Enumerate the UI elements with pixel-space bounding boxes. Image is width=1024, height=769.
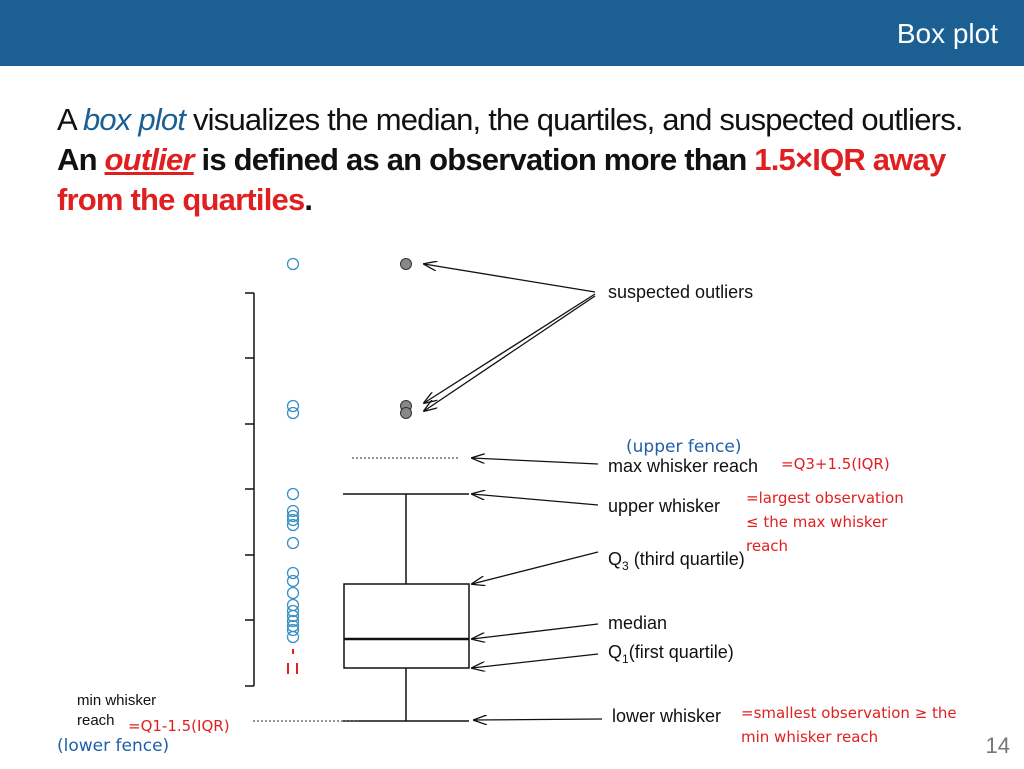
dot-point <box>286 630 300 644</box>
header-bar: Box plot <box>0 0 1024 66</box>
dot-point <box>286 586 300 600</box>
dot-point <box>286 487 300 501</box>
note-upper-whisker-line3: reach <box>746 537 788 555</box>
dot-point <box>286 509 300 523</box>
note-upper-fence-formula: =Q3+1.5(IQR) <box>781 455 890 473</box>
dot-point <box>286 518 300 532</box>
label-min-whisker-line2: reach <box>77 712 115 729</box>
page-number: 14 <box>985 733 1010 758</box>
arrow-q1 <box>472 653 599 668</box>
outlier-points <box>400 258 412 419</box>
dot-point <box>286 504 300 518</box>
dot-point <box>286 536 300 550</box>
label-q3: Q3 (third quartile) <box>608 549 745 573</box>
note-upper-whisker-line2: ≤ the max whisker <box>746 513 888 531</box>
dot-point <box>286 609 300 623</box>
arrow-lower-whisker <box>474 719 603 720</box>
dot-point <box>286 604 300 618</box>
intro-outlier-word: outlier <box>104 142 195 177</box>
arrow-outlier-top <box>424 264 596 293</box>
intro-end: . <box>304 182 313 217</box>
label-median: median <box>608 613 667 633</box>
dot-plot <box>286 257 300 644</box>
note-lower-fence-formula: =Q1-1.5(IQR) <box>128 717 230 735</box>
dot-point <box>286 399 300 413</box>
dot-point <box>286 406 300 420</box>
dot-point <box>286 257 300 271</box>
intro-part4: is defined as an observation more than <box>193 142 755 177</box>
note-lower-whisker-line1: =smallest observation ≥ the <box>741 704 957 722</box>
label-max-whisker-reach: max whisker reach <box>608 456 758 476</box>
intro-part1: A <box>57 102 83 137</box>
intro-term: box plot <box>82 102 186 137</box>
y-axis <box>245 292 255 687</box>
box-plot <box>343 493 470 722</box>
arrows <box>424 264 603 720</box>
label-upper-whisker: upper whisker <box>608 496 720 516</box>
intro-red-text: 1.5×IQR away from the quartiles <box>57 142 946 217</box>
intro-text: A box plot visualizes the median, the qu… <box>57 100 987 220</box>
outlier-point <box>400 407 412 419</box>
note-lower-fence: (lower fence) <box>57 736 169 756</box>
arrow-outlier-mid1 <box>424 293 596 403</box>
arrow-median <box>472 623 599 639</box>
lower-dot-ticks <box>287 649 298 674</box>
arrow-max-whisker-reach <box>472 458 599 465</box>
outlier-point <box>400 258 412 270</box>
arrow-upper-whisker <box>472 494 599 506</box>
dot-point <box>286 614 300 628</box>
label-q1: Q1(first quartile) <box>608 642 734 666</box>
arrow-outlier-mid2 <box>424 295 596 411</box>
note-upper-fence: (upper fence) <box>626 437 742 457</box>
label-lower-whisker: lower whisker <box>612 706 721 726</box>
slide-title: Box plot <box>896 18 998 49</box>
fence-lines <box>253 457 458 722</box>
dot-point <box>286 566 300 580</box>
note-lower-whisker-line2: min whisker reach <box>741 728 878 746</box>
arrow-q3 <box>472 551 599 584</box>
dot-point <box>286 513 300 527</box>
intro-part3: An <box>57 142 105 177</box>
intro-part2: visualizes the median, the quartiles, an… <box>185 102 964 137</box>
label-min-whisker-line1: min whisker <box>77 692 156 709</box>
note-upper-whisker-line1: =largest observation <box>746 489 904 507</box>
dot-point <box>286 574 300 588</box>
dot-point <box>286 623 300 637</box>
box <box>343 583 470 669</box>
label-suspected-outliers: suspected outliers <box>608 282 753 302</box>
